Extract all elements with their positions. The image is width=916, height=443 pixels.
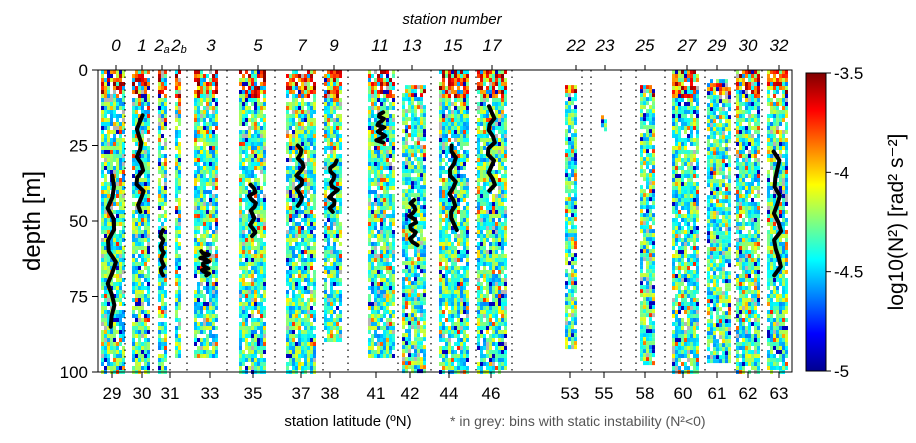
station-column-25	[640, 85, 655, 366]
black-line-3	[198, 249, 212, 278]
latitude-label: 41	[367, 384, 386, 403]
black-line-32	[771, 149, 784, 278]
station-column-2a	[158, 70, 167, 374]
y-axis: 0 25 50 75 100	[60, 61, 98, 382]
station-number-label: 23	[595, 36, 615, 55]
y-tick-label: 75	[69, 288, 88, 307]
latitude-label: 44	[440, 384, 459, 403]
latitude-label: 33	[201, 384, 220, 403]
black-line-profiles	[105, 104, 784, 329]
latitude-label: 58	[636, 384, 655, 403]
colorbar-tick-label: -4.5	[834, 263, 863, 282]
latitude-label: 31	[161, 384, 180, 403]
station-number-label: 1	[137, 36, 146, 55]
black-line-11	[374, 110, 388, 145]
latitude-label: 29	[103, 384, 122, 403]
black-line-13	[407, 197, 420, 248]
station-number-label: 15	[444, 36, 463, 55]
station-column-27	[672, 70, 699, 374]
station-number-label: 7	[297, 36, 307, 55]
latitude-label: 46	[482, 384, 501, 403]
y-axis-label: depth [m]	[19, 171, 46, 271]
black-line-1	[134, 113, 146, 214]
station-number-label: 11	[371, 36, 389, 55]
station-column-22	[565, 85, 577, 350]
station-separators	[124, 70, 763, 372]
colorbar-tick-label: -5	[834, 362, 849, 381]
station-number-labels: 0 1 2a 2b 3 5 7 9 11 13 15 17 22 23 25 27 29 30 32	[111, 36, 789, 70]
x-axis-label: station latitude (ºN)	[284, 413, 411, 430]
black-line-7	[294, 143, 306, 208]
latitude-label: 35	[244, 384, 263, 403]
latitude-label: 60	[674, 384, 693, 403]
latitude-label: 30	[133, 384, 152, 403]
colorbar-ticks: -3.5 -4 -4.5 -5	[826, 64, 863, 381]
latitude-label: 62	[739, 384, 758, 403]
black-line-0	[105, 173, 118, 329]
station-column-15	[439, 70, 469, 374]
black-line-15	[447, 143, 459, 233]
colorbar	[805, 72, 827, 372]
black-line-9	[327, 158, 340, 214]
colorbar-tick-label: -3.5	[834, 64, 863, 83]
y-tick-label: 0	[79, 61, 88, 80]
station-number-label: 30	[739, 36, 758, 55]
top-label: station number	[402, 11, 502, 28]
footnote: * in grey: bins with static instability …	[450, 413, 706, 429]
station-column-30	[736, 70, 760, 374]
station-number-label: 2b	[170, 36, 187, 56]
y-tick-label: 100	[60, 363, 88, 382]
station-number-label: 13	[403, 36, 422, 55]
y-tick-label: 25	[69, 137, 88, 156]
station-number-label: 2a	[153, 36, 170, 56]
latitude-label: 63	[770, 384, 789, 403]
station-column-23	[601, 115, 607, 132]
station-number-label: 32	[770, 36, 789, 55]
latitude-label: 55	[595, 384, 614, 403]
colorbar-label: log10(N²) [rad² s⁻²]	[885, 134, 908, 311]
station-number-label: 9	[329, 36, 339, 55]
latitude-label: 42	[401, 384, 420, 403]
station-column-7	[286, 70, 316, 374]
station-number-label: 25	[635, 36, 655, 55]
station-number-label: 17	[483, 36, 502, 55]
station-number-label: 22	[566, 36, 586, 55]
station-number-label: 5	[253, 36, 263, 55]
latitude-label: 38	[321, 384, 340, 403]
y-tick-label: 50	[69, 212, 88, 231]
latitude-labels: 29 30 31 33 35 37 38 41 42 44 46 53 55 58 60 61 62 63	[103, 372, 789, 403]
black-line-2a	[158, 228, 166, 278]
black-line-5	[247, 182, 258, 239]
station-number-label: 3	[206, 36, 216, 55]
heatmap-cells	[101, 70, 788, 374]
station-number-label: 0	[111, 36, 121, 55]
black-line-17	[485, 104, 497, 193]
colorbar-tick-label: -4	[834, 163, 849, 182]
station-column-3	[194, 70, 218, 358]
latitude-label: 53	[561, 384, 580, 403]
latitude-label: 37	[292, 384, 311, 403]
station-number-label: 27	[677, 36, 697, 55]
latitude-label: 61	[708, 384, 727, 403]
station-column-2b	[175, 70, 181, 358]
station-column-29	[707, 79, 731, 364]
station-number-label: 29	[707, 36, 727, 55]
